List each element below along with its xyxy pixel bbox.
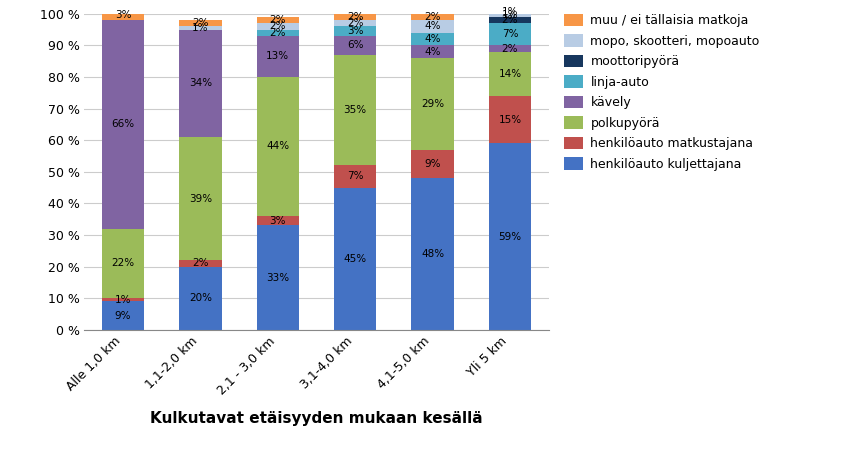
- Bar: [489, 14, 531, 17]
- Text: 44%: 44%: [266, 142, 289, 152]
- Text: 1%: 1%: [501, 11, 518, 20]
- Bar: [411, 20, 454, 33]
- Bar: [334, 14, 376, 20]
- Bar: [102, 20, 144, 229]
- Bar: [489, 143, 531, 330]
- Bar: [257, 36, 299, 77]
- Bar: [179, 20, 222, 27]
- Text: 45%: 45%: [344, 254, 367, 264]
- Bar: [179, 260, 222, 267]
- Bar: [489, 96, 531, 143]
- Bar: [334, 165, 376, 188]
- Bar: [489, 52, 531, 96]
- Bar: [179, 137, 222, 260]
- Bar: [257, 29, 299, 36]
- Text: 13%: 13%: [266, 51, 289, 61]
- Text: 2%: 2%: [501, 15, 518, 25]
- Bar: [102, 229, 144, 298]
- Bar: [411, 33, 454, 45]
- Text: 2%: 2%: [269, 15, 286, 25]
- Text: 29%: 29%: [421, 99, 444, 109]
- Text: 9%: 9%: [425, 159, 441, 169]
- Text: 7%: 7%: [501, 29, 518, 39]
- Bar: [411, 14, 454, 20]
- Text: 3%: 3%: [269, 216, 286, 226]
- Text: 2%: 2%: [269, 27, 286, 38]
- Bar: [334, 20, 376, 27]
- Text: 59%: 59%: [498, 232, 522, 241]
- Text: 7%: 7%: [347, 171, 364, 181]
- Bar: [179, 27, 222, 29]
- Text: 48%: 48%: [421, 249, 444, 259]
- Bar: [334, 188, 376, 330]
- Bar: [179, 29, 222, 137]
- Text: 3%: 3%: [115, 11, 132, 20]
- Text: 6%: 6%: [347, 40, 364, 50]
- Bar: [334, 55, 376, 165]
- Text: 15%: 15%: [498, 114, 522, 125]
- Text: 3%: 3%: [347, 26, 364, 36]
- Bar: [489, 11, 531, 14]
- Bar: [334, 36, 376, 55]
- Text: 1%: 1%: [501, 7, 518, 17]
- Text: 22%: 22%: [111, 258, 135, 268]
- Bar: [257, 17, 299, 23]
- Bar: [411, 178, 454, 330]
- Text: 39%: 39%: [189, 194, 212, 204]
- Bar: [489, 45, 531, 52]
- Bar: [102, 298, 144, 301]
- Text: 2%: 2%: [347, 12, 364, 22]
- Bar: [489, 23, 531, 45]
- Text: 20%: 20%: [189, 293, 212, 303]
- Bar: [257, 225, 299, 330]
- Text: 2%: 2%: [425, 12, 441, 22]
- Bar: [257, 216, 299, 225]
- Text: 4%: 4%: [425, 34, 441, 44]
- Text: 4%: 4%: [425, 22, 441, 32]
- Text: 2%: 2%: [501, 44, 518, 54]
- Text: 9%: 9%: [115, 311, 132, 321]
- Text: 2%: 2%: [192, 18, 208, 28]
- Bar: [411, 150, 454, 178]
- Text: 2%: 2%: [269, 22, 286, 32]
- Text: 1%: 1%: [115, 295, 132, 305]
- Text: 4%: 4%: [425, 47, 441, 57]
- Text: 35%: 35%: [344, 105, 367, 115]
- Text: 1%: 1%: [192, 23, 208, 33]
- Bar: [102, 301, 144, 330]
- Bar: [179, 267, 222, 330]
- Bar: [489, 17, 531, 23]
- Text: 2%: 2%: [192, 258, 208, 268]
- Bar: [411, 58, 454, 150]
- Text: 14%: 14%: [498, 69, 522, 79]
- X-axis label: Kulkutavat etäisyyden mukaan kesällä: Kulkutavat etäisyyden mukaan kesällä: [150, 411, 483, 426]
- Bar: [334, 27, 376, 36]
- Text: 66%: 66%: [111, 120, 135, 129]
- Text: 2%: 2%: [347, 18, 364, 28]
- Bar: [411, 45, 454, 58]
- Text: 34%: 34%: [189, 78, 212, 88]
- Bar: [102, 11, 144, 20]
- Legend: muu / ei tällaisia matkoja, mopo, skootteri, mopoauto, moottoripyörä, linja-auto: muu / ei tällaisia matkoja, mopo, skoott…: [564, 14, 760, 171]
- Text: 33%: 33%: [266, 273, 289, 283]
- Bar: [257, 77, 299, 216]
- Bar: [257, 23, 299, 29]
